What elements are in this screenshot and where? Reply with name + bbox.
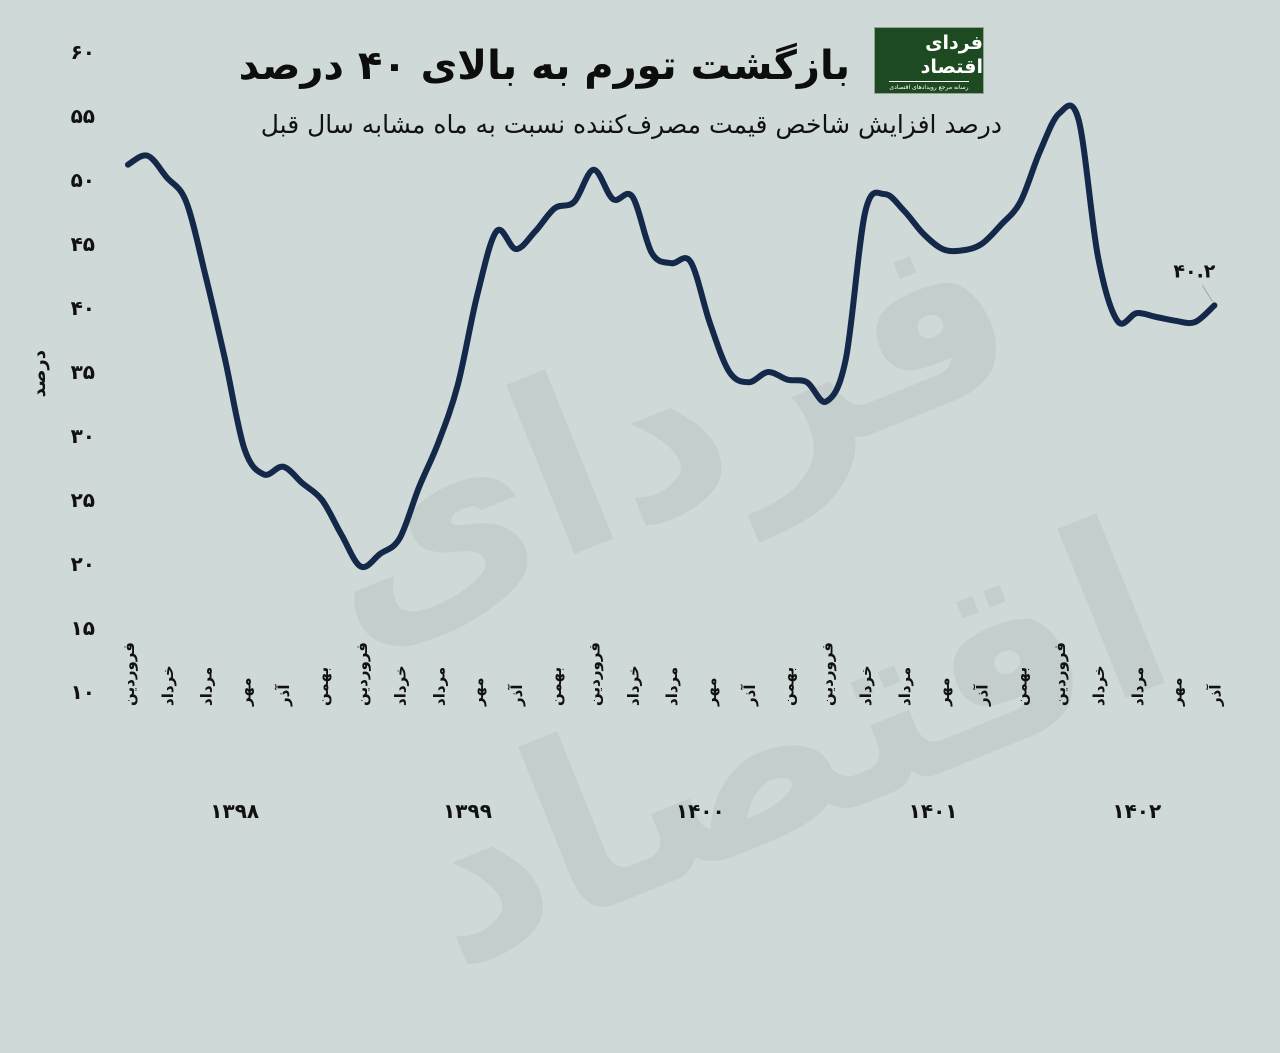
x-tick-label: فروردین [353, 642, 371, 706]
x-tick-label: خرداد [857, 665, 875, 706]
year-label: ۱۳۹۸ [210, 799, 259, 823]
x-tick-label: آذر [974, 684, 992, 707]
x-tick-label: فروردین [818, 642, 836, 706]
y-tick-label: ۳۵ [71, 360, 95, 384]
chart-subtitle: درصد افزایش شاخص قیمت مصرف‌کننده نسبت به… [260, 110, 1002, 139]
year-label: ۱۴۰۲ [1112, 799, 1161, 823]
annotation-leader [1201, 285, 1213, 302]
y-tick-label: ۱۵ [71, 616, 95, 640]
x-tick-label: مهر [469, 677, 487, 707]
y-tick-label: ۲۰ [71, 552, 95, 576]
x-tick-label: مرداد [198, 667, 216, 706]
y-tick-label: ۵۰ [71, 168, 95, 192]
x-tick-label: مرداد [896, 667, 914, 706]
y-tick-label: ۳۰ [71, 424, 95, 448]
x-tick-label: مهر [236, 677, 254, 707]
y-axis-ticks: ۶۰ ۵۵ ۵۰ ۴۵ ۴۰ ۳۵ ۳۰ ۲۵ ۲۰ ۱۵ ۱۰ [71, 40, 95, 704]
logo-tagline: رسانه مرجع رویدادهای اقتصادی [889, 80, 969, 91]
x-tick-label: مهر [1168, 677, 1186, 707]
x-tick-label: مرداد [430, 667, 448, 706]
x-axis-month-labels: فروردین خرداد مرداد مهر آذر بهمن فروردین خرداد م… [120, 642, 1224, 707]
year-label: ۱۴۰۰ [676, 799, 725, 823]
x-tick-label: خرداد [1090, 665, 1108, 706]
x-tick-label: بهمن [547, 667, 565, 706]
x-tick-label: بهمن [1012, 667, 1030, 706]
x-tick-label: فروردین [120, 642, 138, 706]
x-tick-label: بهمن [780, 667, 798, 706]
chart-title: بازگشت تورم به بالای ۴۰ درصد [238, 43, 851, 89]
x-tick-label: آذر [508, 684, 526, 707]
x-tick-label: خرداد [159, 665, 177, 706]
inflation-line [125, 102, 1218, 571]
x-tick-label: مهر [702, 677, 720, 707]
y-tick-label: ۴۵ [71, 232, 95, 256]
x-tick-label: آذر [741, 684, 759, 707]
line-chart: ۶۰ ۵۵ ۵۰ ۴۵ ۴۰ ۳۵ ۳۰ ۲۵ ۲۰ ۱۵ ۱۰ فروردین خرداد مرداد… [71, 40, 1225, 823]
x-tick-label: آذر [1206, 684, 1224, 707]
y-tick-label: ۲۵ [71, 488, 95, 512]
x-tick-label: آذر [275, 684, 293, 707]
brand-logo: فردای اقتصاد رسانه مرجع رویدادهای اقتصاد… [874, 27, 984, 94]
y-tick-label: ۴۰ [71, 296, 95, 320]
x-tick-label: مرداد [1129, 667, 1147, 706]
x-tick-label: مرداد [663, 667, 681, 706]
x-tick-label: خرداد [392, 665, 410, 706]
x-tick-label: بهمن [314, 667, 332, 706]
x-tick-label: فروردین [1051, 642, 1069, 706]
year-label: ۱۴۰۱ [909, 799, 958, 823]
y-tick-label: ۶۰ [71, 40, 95, 64]
x-axis-year-labels: ۱۳۹۸ ۱۳۹۹ ۱۴۰۰ ۱۴۰۱ ۱۴۰۲ [210, 799, 1161, 823]
x-tick-label: مهر [935, 677, 953, 707]
y-tick-label: ۵۵ [71, 104, 95, 128]
annotations: ۴۰.۲ [1173, 260, 1216, 302]
x-tick-label: خرداد [624, 665, 642, 706]
x-tick-label: فروردین [586, 642, 604, 706]
last-value-label: ۴۰.۲ [1173, 260, 1215, 282]
year-label: ۱۳۹۹ [443, 799, 492, 823]
y-tick-label: ۱۰ [71, 680, 95, 704]
logo-name: فردای اقتصاد [920, 31, 983, 78]
